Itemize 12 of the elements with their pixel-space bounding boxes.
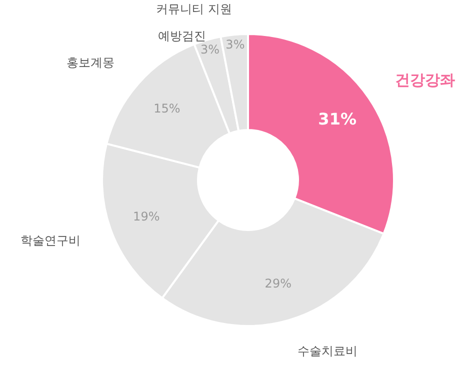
- data-label: 31%: [318, 109, 356, 128]
- data-label: 29%: [264, 276, 292, 291]
- slice-label: 건강강좌: [395, 70, 456, 89]
- slice-label: 수술치료비: [298, 344, 358, 358]
- slice-label: 학술연구비: [20, 233, 81, 248]
- data-label: 3%: [226, 38, 245, 52]
- data-label: 3%: [200, 42, 220, 56]
- slice-label: 예방검진: [158, 28, 206, 43]
- slice-label: 커뮤니티 지원: [156, 2, 232, 16]
- slice-label: 홍보계몽: [66, 55, 114, 70]
- data-label: 15%: [154, 102, 180, 116]
- data-label: 19%: [133, 210, 160, 224]
